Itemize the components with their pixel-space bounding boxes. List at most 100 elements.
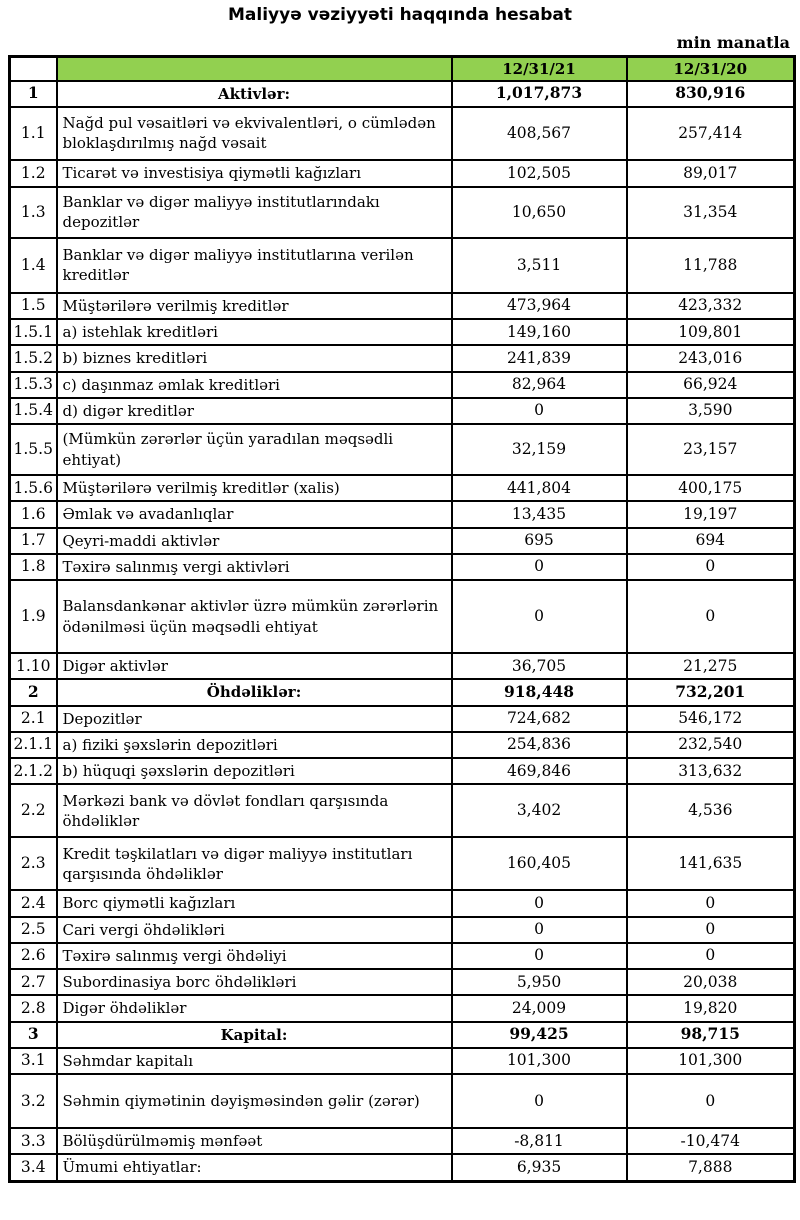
financial-table: 12/31/21 12/31/20 1 Aktivlər: 1,017,873 830…	[8, 55, 796, 1183]
row-label-cell: Müştərilərə verilmiş kreditlər	[55, 291, 453, 321]
table-row: 1.2 Ticarət və investisiya qiymətli kağız…	[8, 158, 796, 188]
table-row: 2.3 Kredit təşkilatları və digər maliyyə …	[8, 836, 796, 892]
table-row: 3.4 Ümumi ehtiyatlar: 6,935 7,888	[8, 1153, 796, 1182]
row-value-2021-cell: 724,682	[450, 704, 628, 733]
unit-note: min manatla	[676, 33, 790, 52]
row-number-cell: 1.5.6	[8, 473, 58, 503]
row-number-cell: 1.8	[8, 552, 58, 582]
table-row: 3.2 Səhmin qiymətinin dəyişməsindən gəlir…	[8, 1073, 796, 1129]
row-value-2021-cell: 0	[450, 915, 628, 944]
row-value-2020-cell: 243,016	[625, 344, 796, 373]
row-value-2021-cell: 5,950	[450, 967, 628, 997]
row-value-2021-cell: 101,300	[450, 1046, 628, 1076]
row-value-2020-cell: 732,201	[625, 678, 796, 707]
table-row: 1.5.1 a) istehlak kreditləri 149,160 109,80…	[8, 317, 796, 347]
row-number-cell: 3	[8, 1020, 58, 1049]
row-value-2021-cell: 918,448	[450, 678, 628, 707]
row-value-2021-cell: 149,160	[450, 317, 628, 347]
table-row: 1.6 Əmlak və avadanlıqlar 13,435 19,197	[8, 500, 796, 529]
row-number-cell: 2.8	[8, 994, 58, 1023]
row-value-2021-cell: 0	[450, 579, 628, 654]
row-value-2020-cell: 313,632	[625, 756, 796, 786]
row-value-2021-cell: 473,964	[450, 291, 628, 321]
row-number-cell: 2.1.2	[8, 756, 58, 786]
row-value-2020-cell: 257,414	[625, 105, 796, 161]
table-row: 2.7 Subordinasiya borc öhdəlikləri 5,950 20…	[8, 967, 796, 997]
row-label-cell: a) fiziki şəxslərin depozitləri	[55, 730, 453, 760]
row-label-cell: b) biznes kreditləri	[55, 344, 453, 373]
row-value-2020-cell: -10,474	[625, 1126, 796, 1156]
row-label-cell: Digər aktivlər	[55, 651, 453, 681]
row-value-2020-cell: 0	[625, 1073, 796, 1129]
row-label-cell: Cari vergi öhdəlikləri	[55, 915, 453, 944]
row-value-2021-cell: 441,804	[450, 473, 628, 503]
row-value-2020-cell: 109,801	[625, 317, 796, 347]
row-value-2021-cell: 254,836	[450, 730, 628, 760]
table-row: 1.8 Təxirə salınmış vergi aktivləri 0 0	[8, 552, 796, 582]
row-number-cell: 2.5	[8, 915, 58, 944]
row-value-2021-cell: 6,935	[450, 1153, 628, 1182]
table-row: 1.5 Müştərilərə verilmiş kreditlər 473,964…	[8, 291, 796, 321]
row-number-cell: 1.6	[8, 500, 58, 529]
row-value-2020-cell: 23,157	[625, 423, 796, 476]
row-value-2021-cell: 32,159	[450, 423, 628, 476]
row-number-cell: 1.2	[8, 158, 58, 188]
row-value-2021-cell: 24,009	[450, 994, 628, 1023]
page-title: Maliyyə vəziyyəti haqqında hesabat	[228, 5, 572, 25]
table-row: 2.1.1 a) fiziki şəxslərin depozitləri 254,…	[8, 730, 796, 760]
row-label-cell: Təxirə salınmış vergi öhdəliyi	[55, 941, 453, 971]
header-date-2021: 12/31/21	[450, 55, 628, 82]
table-row: 1.10 Digər aktivlər 36,705 21,275	[8, 651, 796, 681]
row-number-cell: 2.6	[8, 941, 58, 971]
row-label-cell: b) hüquqi şəxslərin depozitləri	[55, 756, 453, 786]
row-value-2020-cell: 400,175	[625, 473, 796, 503]
row-value-2020-cell: 19,820	[625, 994, 796, 1023]
row-value-2021-cell: 1,017,873	[450, 79, 628, 108]
row-value-2021-cell: 36,705	[450, 651, 628, 681]
row-label-cell: Nağd pul vəsaitləri və ekvivalentləri, o…	[55, 105, 453, 161]
row-number-cell: 2.1	[8, 704, 58, 733]
row-value-2021-cell: 102,505	[450, 158, 628, 188]
row-number-cell: 1.5	[8, 291, 58, 321]
row-value-2021-cell: -8,811	[450, 1126, 628, 1156]
table-row: 3 Kapital: 99,425 98,715	[8, 1020, 796, 1049]
row-number-cell: 1.5.4	[8, 396, 58, 426]
row-value-2020-cell: 21,275	[625, 651, 796, 681]
table-row: 2.1 Depozitlər 724,682 546,172	[8, 704, 796, 733]
row-number-cell: 2.4	[8, 889, 58, 918]
row-value-2021-cell: 241,839	[450, 344, 628, 373]
table-row: 1 Aktivlər: 1,017,873 830,916	[8, 79, 796, 108]
table-row: 1.1 Nağd pul vəsaitləri və ekvivalentləri…	[8, 105, 796, 161]
row-label-cell: (Mümkün zərərlər üçün yaradılan məqsədli…	[55, 423, 453, 476]
table-row: 2.1.2 b) hüquqi şəxslərin depozitləri 469,…	[8, 756, 796, 786]
row-value-2021-cell: 469,846	[450, 756, 628, 786]
row-number-cell: 1	[8, 79, 58, 108]
header-corner-cell	[8, 55, 58, 82]
table-row: 3.3 Bölüşdürülməmiş mənfəət -8,811 -10,474	[8, 1126, 796, 1156]
row-value-2021-cell: 82,964	[450, 370, 628, 399]
row-value-2020-cell: 141,635	[625, 836, 796, 892]
row-number-cell: 1.5.2	[8, 344, 58, 373]
row-number-cell: 1.9	[8, 579, 58, 654]
row-label-cell: Kredit təşkilatları və digər maliyyə ins…	[55, 836, 453, 892]
row-number-cell: 3.4	[8, 1153, 58, 1182]
row-label-cell: Banklar və digər maliyyə institutlarında…	[55, 185, 453, 239]
row-number-cell: 1.1	[8, 105, 58, 161]
row-label-cell: Səhmin qiymətinin dəyişməsindən gəlir (z…	[55, 1073, 453, 1129]
row-number-cell: 2.7	[8, 967, 58, 997]
row-value-2021-cell: 0	[450, 889, 628, 918]
row-label-cell: Qeyri-maddi aktivlər	[55, 526, 453, 555]
row-label-cell: Təxirə salınmış vergi aktivləri	[55, 552, 453, 582]
row-value-2021-cell: 3,402	[450, 783, 628, 839]
row-value-2020-cell: 0	[625, 579, 796, 654]
row-value-2020-cell: 31,354	[625, 185, 796, 239]
table-row: 2.8 Digər öhdəliklər 24,009 19,820	[8, 994, 796, 1023]
table-row: 1.7 Qeyri-maddi aktivlər 695 694	[8, 526, 796, 555]
row-label-cell: Əmlak və avadanlıqlar	[55, 500, 453, 529]
row-value-2021-cell: 0	[450, 941, 628, 971]
row-number-cell: 3.3	[8, 1126, 58, 1156]
row-label-cell: d) digər kreditlər	[55, 396, 453, 426]
row-value-2020-cell: 19,197	[625, 500, 796, 529]
table-row: 2.2 Mərkəzi bank və dövlət fondları qarşı…	[8, 783, 796, 839]
